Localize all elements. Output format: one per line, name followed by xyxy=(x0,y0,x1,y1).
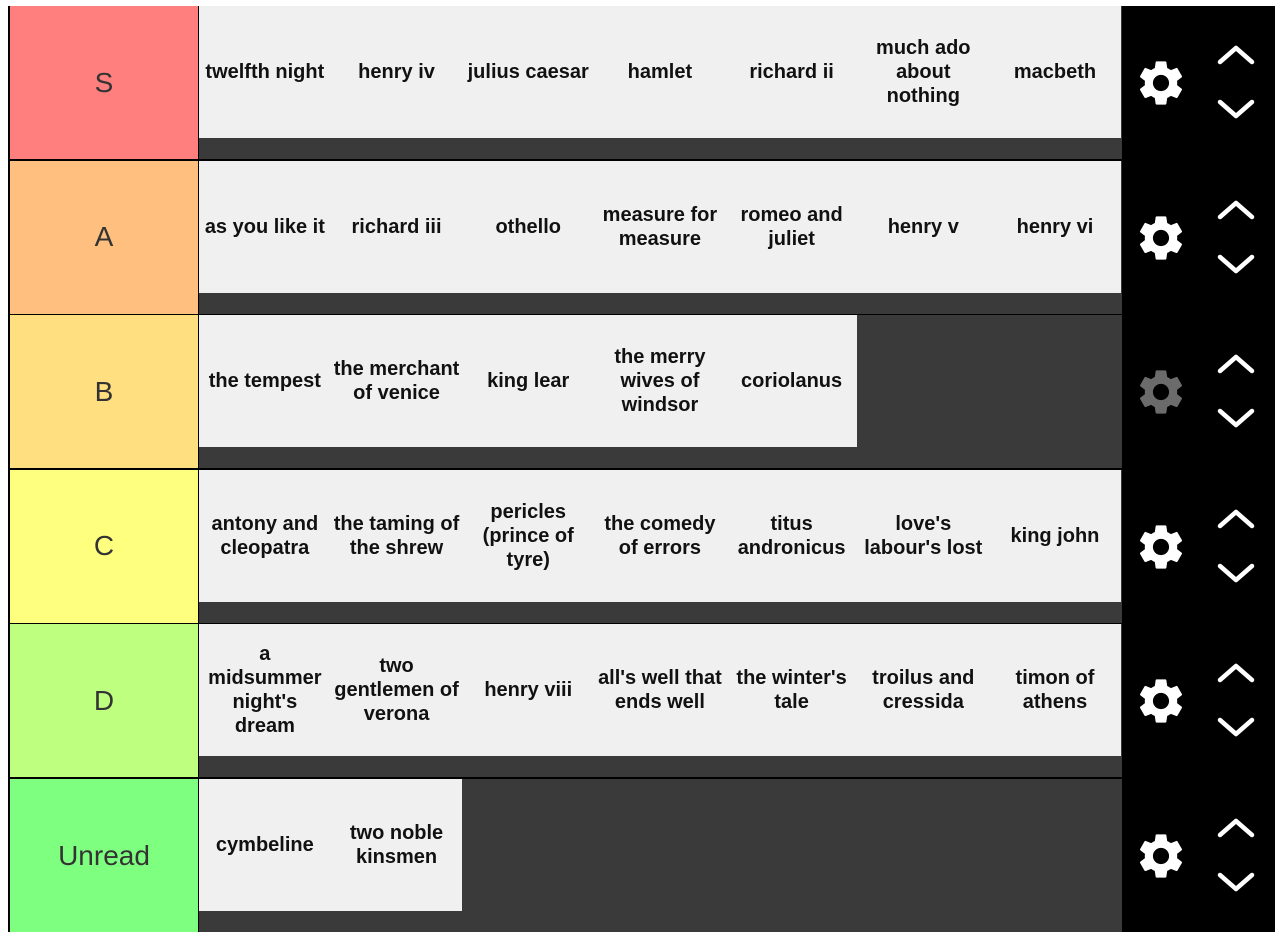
tier-label[interactable]: Unread xyxy=(10,779,198,932)
tier-item[interactable]: king john xyxy=(1010,524,1100,547)
chevron-up-icon[interactable] xyxy=(1216,658,1256,686)
tier-drop-zone[interactable]: as you like it richard iii othello measure … xyxy=(199,160,1122,314)
chevron-down-icon[interactable] xyxy=(1216,405,1256,433)
chevron-up-icon[interactable] xyxy=(1216,813,1256,841)
gear-icon[interactable] xyxy=(1134,56,1188,110)
tier-item[interactable]: henry viii xyxy=(484,679,573,702)
tier-item[interactable]: othello xyxy=(495,215,561,238)
gear-icon[interactable] xyxy=(1134,520,1188,574)
tier-item[interactable]: a midsummer night's dream xyxy=(208,643,322,738)
tier-label[interactable]: A xyxy=(10,160,198,314)
tier-label[interactable]: D xyxy=(10,624,198,778)
tier-drop-zone[interactable]: antony and cleopatra the taming of the sh… xyxy=(199,469,1122,623)
tier-item[interactable]: two gentlemen of verona xyxy=(334,655,459,726)
tier-item[interactable]: henry vi xyxy=(1016,215,1094,238)
tier-label[interactable]: S xyxy=(10,6,198,159)
chevron-down-icon[interactable] xyxy=(1216,714,1256,742)
tier-item[interactable]: the winter's tale xyxy=(736,667,847,714)
gear-icon[interactable] xyxy=(1134,674,1188,728)
tier-row-unread: Unread cymbeline two noble kinsmen xyxy=(8,779,1275,932)
tier-item[interactable]: the taming of the shrew xyxy=(333,512,460,559)
tier-drop-zone[interactable]: twelfth night henry iv julius caesar hamlet… xyxy=(199,6,1122,159)
tier-controls xyxy=(1122,624,1275,778)
tier-item[interactable]: pericles (prince of tyre) xyxy=(482,500,574,571)
tier-controls xyxy=(1122,779,1275,932)
tier-item[interactable]: love's labour's lost xyxy=(864,512,983,559)
tier-item[interactable]: richard ii xyxy=(749,61,834,83)
tier-controls xyxy=(1122,160,1275,314)
tier-items: as you like it richard iii othello measure … xyxy=(199,160,1121,293)
tier-item[interactable]: henry v xyxy=(887,215,959,238)
chevron-down-icon[interactable] xyxy=(1216,560,1256,588)
tier-drop-zone[interactable]: cymbeline two noble kinsmen xyxy=(199,779,1122,932)
tier-item[interactable]: hamlet xyxy=(627,61,693,83)
chevron-up-icon[interactable] xyxy=(1216,40,1256,68)
chevron-up-icon[interactable] xyxy=(1216,504,1256,532)
tier-label[interactable]: C xyxy=(10,469,198,623)
tier-controls xyxy=(1122,469,1275,623)
tier-item[interactable]: two noble kinsmen xyxy=(349,822,444,868)
tier-items: twelfth night henry iv julius caesar hamlet… xyxy=(199,6,1121,138)
tier-item[interactable]: the tempest xyxy=(208,370,321,393)
tier-item[interactable]: the comedy of errors xyxy=(604,512,716,559)
tier-drop-zone[interactable]: the tempest the merchant of venice king le… xyxy=(199,315,1122,469)
tier-items: antony and cleopatra the taming of the sh… xyxy=(199,469,1121,602)
chevron-down-icon[interactable] xyxy=(1216,251,1256,279)
tier-item[interactable]: twelfth night xyxy=(205,61,325,83)
gear-icon[interactable] xyxy=(1134,211,1188,265)
tier-item[interactable]: as you like it xyxy=(204,215,325,238)
tier-item[interactable]: macbeth xyxy=(1013,61,1097,83)
tier-item[interactable]: cymbeline xyxy=(215,834,314,856)
tier-item[interactable]: antony and cleopatra xyxy=(211,512,319,559)
tier-controls xyxy=(1122,315,1275,469)
tier-controls xyxy=(1122,6,1275,159)
tier-item[interactable]: richard iii xyxy=(351,215,442,238)
tier-items: cymbeline two noble kinsmen xyxy=(199,779,463,911)
tier-item[interactable]: much ado about nothing xyxy=(876,37,971,107)
tier-item[interactable]: timon of athens xyxy=(1015,667,1095,714)
tier-item[interactable]: coriolanus xyxy=(741,370,843,393)
tier-item[interactable]: king lear xyxy=(487,370,570,393)
chevron-up-icon[interactable] xyxy=(1216,349,1256,377)
tier-item[interactable]: the merchant of venice xyxy=(333,358,460,405)
chevron-down-icon[interactable] xyxy=(1216,869,1256,897)
tier-items: a midsummer night's dream two gentlemen o… xyxy=(199,624,1121,757)
gear-icon[interactable] xyxy=(1134,365,1188,419)
tier-item[interactable]: romeo and juliet xyxy=(740,203,843,250)
tier-items: the tempest the merchant of venice king le… xyxy=(199,315,858,448)
gear-icon[interactable] xyxy=(1134,829,1188,883)
tier-item[interactable]: henry iv xyxy=(358,61,435,83)
tier-drop-zone[interactable]: a midsummer night's dream two gentlemen o… xyxy=(199,624,1122,778)
tier-label[interactable]: B xyxy=(10,315,198,469)
tier-item[interactable]: the merry wives of windsor xyxy=(614,346,706,417)
chevron-down-icon[interactable] xyxy=(1216,96,1256,124)
tier-item[interactable]: julius caesar xyxy=(467,61,589,83)
tier-item[interactable]: troilus and cressida xyxy=(872,667,975,714)
tier-item[interactable]: all's well that ends well xyxy=(598,667,722,714)
chevron-up-icon[interactable] xyxy=(1216,195,1256,223)
tier-item[interactable]: measure for measure xyxy=(602,203,718,250)
tier-item[interactable]: titus andronicus xyxy=(737,512,846,559)
